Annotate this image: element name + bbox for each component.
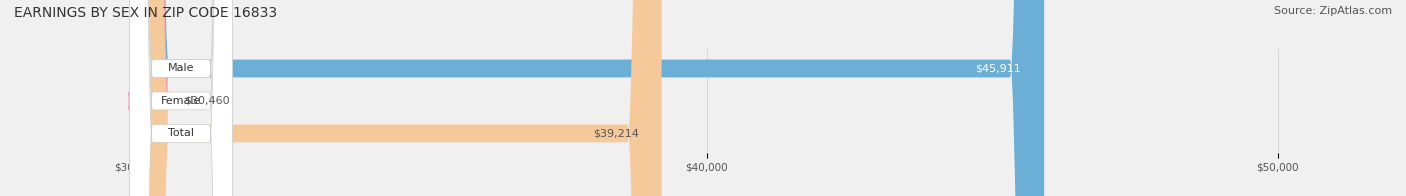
Text: $45,911: $45,911 [976,64,1021,74]
FancyBboxPatch shape [128,0,170,196]
Text: Total: Total [169,128,194,138]
FancyBboxPatch shape [129,0,232,196]
FancyBboxPatch shape [129,0,232,196]
Text: Female: Female [160,96,201,106]
Text: $39,214: $39,214 [593,128,638,138]
FancyBboxPatch shape [129,0,232,196]
Text: Male: Male [167,64,194,74]
Text: Source: ZipAtlas.com: Source: ZipAtlas.com [1274,6,1392,16]
Text: EARNINGS BY SEX IN ZIP CODE 16833: EARNINGS BY SEX IN ZIP CODE 16833 [14,6,277,20]
Text: $30,460: $30,460 [184,96,231,106]
FancyBboxPatch shape [135,0,662,196]
FancyBboxPatch shape [135,0,1045,196]
